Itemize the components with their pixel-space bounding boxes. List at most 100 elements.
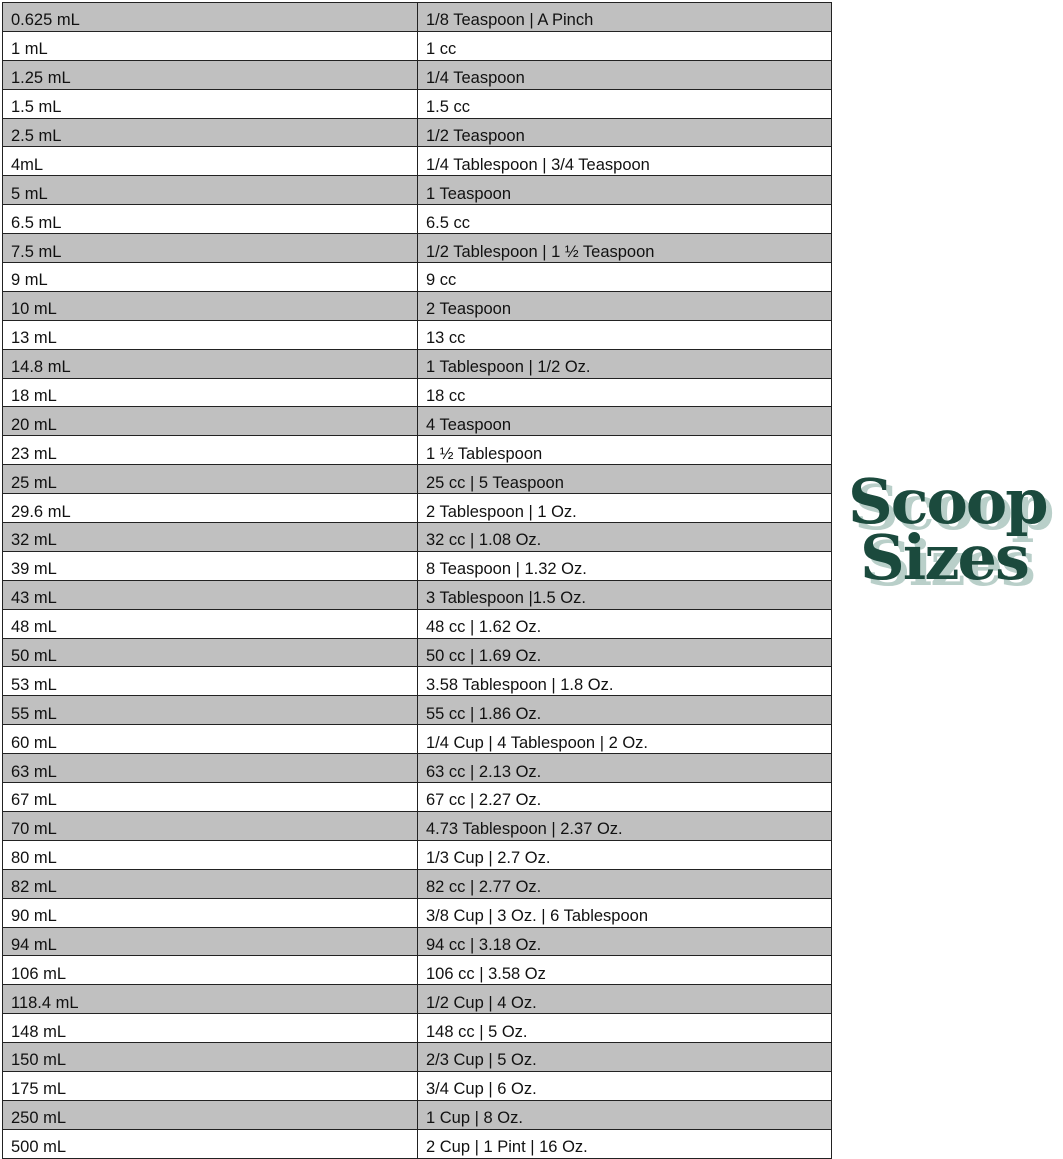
volume-ml-cell: 63 mL xyxy=(2,753,418,784)
table-row: 1.25 mL 1/4 Teaspoon xyxy=(2,59,832,90)
equivalent-cell: 1 Teaspoon xyxy=(417,175,832,206)
volume-ml-cell: 39 mL xyxy=(2,550,418,581)
equivalent-cell: 1/3 Cup | 2.7 Oz. xyxy=(417,839,832,870)
volume-ml-cell: 70 mL xyxy=(2,810,418,841)
equivalent-cell: 2 Teaspoon xyxy=(417,290,832,321)
volume-ml-cell: 13 mL xyxy=(2,319,418,350)
table-row: 148 mL 148 cc | 5 Oz. xyxy=(2,1013,832,1044)
table-row: 43 mL 3 Tablespoon |1.5 Oz. xyxy=(2,579,832,610)
table-row: 10 mL 2 Teaspoon xyxy=(2,290,832,321)
table-row: 32 mL 32 cc | 1.08 Oz. xyxy=(2,522,832,552)
equivalent-cell: 48 cc | 1.62 Oz. xyxy=(417,608,832,639)
equivalent-cell: 94 cc | 3.18 Oz. xyxy=(417,926,832,957)
table-row: 67 mL 67 cc | 2.27 Oz. xyxy=(2,782,832,812)
equivalent-cell: 2 Tablespoon | 1 Oz. xyxy=(417,493,832,524)
volume-ml-cell: 55 mL xyxy=(2,695,418,726)
volume-ml-cell: 94 mL xyxy=(2,926,418,957)
equivalent-cell: 148 cc | 5 Oz. xyxy=(417,1013,832,1044)
volume-ml-cell: 43 mL xyxy=(2,579,418,610)
table-row: 20 mL 4 Teaspoon xyxy=(2,406,832,437)
table-row: 94 mL 94 cc | 3.18 Oz. xyxy=(2,926,832,957)
equivalent-cell: 3/8 Cup | 3 Oz. | 6 Tablespoon xyxy=(417,897,832,928)
equivalent-cell: 9 cc xyxy=(417,262,832,292)
volume-ml-cell: 9 mL xyxy=(2,262,418,292)
equivalent-cell: 1/4 Teaspoon xyxy=(417,59,832,90)
table-row: 80 mL 1/3 Cup | 2.7 Oz. xyxy=(2,839,832,870)
equivalent-cell: 4 Teaspoon xyxy=(417,406,832,437)
volume-ml-cell: 60 mL xyxy=(2,724,418,755)
equivalent-cell: 2/3 Cup | 5 Oz. xyxy=(417,1042,832,1072)
table-row: 250 mL 1 Cup | 8 Oz. xyxy=(2,1099,832,1130)
scoop-sizes-logo: Scoop Sizes xyxy=(848,471,1063,594)
table-row: 82 mL 82 cc | 2.77 Oz. xyxy=(2,868,832,899)
volume-ml-cell: 150 mL xyxy=(2,1042,418,1072)
equivalent-cell: 25 cc | 5 Teaspoon xyxy=(417,464,832,495)
table-row: 25 mL 25 cc | 5 Teaspoon xyxy=(2,464,832,495)
equivalent-cell: 1 cc xyxy=(417,30,832,61)
volume-ml-cell: 90 mL xyxy=(2,897,418,928)
table-row: 18 mL 18 cc xyxy=(2,377,832,408)
logo-line-2: Sizes xyxy=(860,521,1030,594)
table-row: 118.4 mL 1/2 Cup | 4 Oz. xyxy=(2,984,832,1015)
table-row: 53 mL 3.58 Tablespoon | 1.8 Oz. xyxy=(2,666,832,697)
equivalent-cell: 1.5 cc xyxy=(417,88,832,119)
table-row: 5 mL 1 Teaspoon xyxy=(2,175,832,206)
scoop-size-table: 0.625 mL 1/8 Teaspoon | A Pinch 1 mL 1 cc 1.… xyxy=(2,2,832,1159)
equivalent-cell: 32 cc | 1.08 Oz. xyxy=(417,522,832,552)
table-row: 14.8 mL 1 Tablespoon | 1/2 Oz. xyxy=(2,348,832,379)
table-row: 50 mL 50 cc | 1.69 Oz. xyxy=(2,637,832,668)
table-row: 70 mL 4.73 Tablespoon | 2.37 Oz. xyxy=(2,810,832,841)
volume-ml-cell: 53 mL xyxy=(2,666,418,697)
equivalent-cell: 18 cc xyxy=(417,377,832,408)
volume-ml-cell: 1.25 mL xyxy=(2,59,418,90)
equivalent-cell: 2 Cup | 1 Pint | 16 Oz. xyxy=(417,1128,832,1159)
table-row: 175 mL 3/4 Cup | 6 Oz. xyxy=(2,1070,832,1101)
volume-ml-cell: 82 mL xyxy=(2,868,418,899)
equivalent-cell: 4.73 Tablespoon | 2.37 Oz. xyxy=(417,810,832,841)
equivalent-cell: 1/4 Cup | 4 Tablespoon | 2 Oz. xyxy=(417,724,832,755)
equivalent-cell: 1 Cup | 8 Oz. xyxy=(417,1099,832,1130)
table-row: 90 mL 3/8 Cup | 3 Oz. | 6 Tablespoon xyxy=(2,897,832,928)
equivalent-cell: 82 cc | 2.77 Oz. xyxy=(417,868,832,899)
volume-ml-cell: 80 mL xyxy=(2,839,418,870)
table-row: 9 mL 9 cc xyxy=(2,262,832,292)
table-row: 1 mL 1 cc xyxy=(2,30,832,61)
volume-ml-cell: 32 mL xyxy=(2,522,418,552)
equivalent-cell: 1/2 Tablespoon | 1 ½ Teaspoon xyxy=(417,233,832,264)
table-row: 55 mL 55 cc | 1.86 Oz. xyxy=(2,695,832,726)
volume-ml-cell: 2.5 mL xyxy=(2,117,418,148)
volume-ml-cell: 118.4 mL xyxy=(2,984,418,1015)
volume-ml-cell: 175 mL xyxy=(2,1070,418,1101)
table-row: 63 mL 63 cc | 2.13 Oz. xyxy=(2,753,832,784)
volume-ml-cell: 29.6 mL xyxy=(2,493,418,524)
volume-ml-cell: 5 mL xyxy=(2,175,418,206)
equivalent-cell: 6.5 cc xyxy=(417,204,832,235)
equivalent-cell: 3/4 Cup | 6 Oz. xyxy=(417,1070,832,1101)
equivalent-cell: 8 Teaspoon | 1.32 Oz. xyxy=(417,550,832,581)
table-row: 29.6 mL 2 Tablespoon | 1 Oz. xyxy=(2,493,832,524)
volume-ml-cell: 106 mL xyxy=(2,955,418,986)
table-row: 150 mL 2/3 Cup | 5 Oz. xyxy=(2,1042,832,1072)
table-row: 500 mL 2 Cup | 1 Pint | 16 Oz. xyxy=(2,1128,832,1159)
table-row: 2.5 mL 1/2 Teaspoon xyxy=(2,117,832,148)
volume-ml-cell: 6.5 mL xyxy=(2,204,418,235)
volume-ml-cell: 48 mL xyxy=(2,608,418,639)
equivalent-cell: 1/2 Cup | 4 Oz. xyxy=(417,984,832,1015)
volume-ml-cell: 148 mL xyxy=(2,1013,418,1044)
volume-ml-cell: 23 mL xyxy=(2,435,418,466)
table-row: 13 mL 13 cc xyxy=(2,319,832,350)
table-row: 7.5 mL 1/2 Tablespoon | 1 ½ Teaspoon xyxy=(2,233,832,264)
volume-ml-cell: 50 mL xyxy=(2,637,418,668)
equivalent-cell: 3.58 Tablespoon | 1.8 Oz. xyxy=(417,666,832,697)
volume-ml-cell: 67 mL xyxy=(2,782,418,812)
table-row: 4mL 1/4 Tablespoon | 3/4 Teaspoon xyxy=(2,146,832,177)
volume-ml-cell: 20 mL xyxy=(2,406,418,437)
equivalent-cell: 50 cc | 1.69 Oz. xyxy=(417,637,832,668)
volume-ml-cell: 500 mL xyxy=(2,1128,418,1159)
table-row: 60 mL 1/4 Cup | 4 Tablespoon | 2 Oz. xyxy=(2,724,832,755)
equivalent-cell: 13 cc xyxy=(417,319,832,350)
volume-ml-cell: 10 mL xyxy=(2,290,418,321)
volume-ml-cell: 1.5 mL xyxy=(2,88,418,119)
table-row: 39 mL 8 Teaspoon | 1.32 Oz. xyxy=(2,550,832,581)
equivalent-cell: 1/2 Teaspoon xyxy=(417,117,832,148)
